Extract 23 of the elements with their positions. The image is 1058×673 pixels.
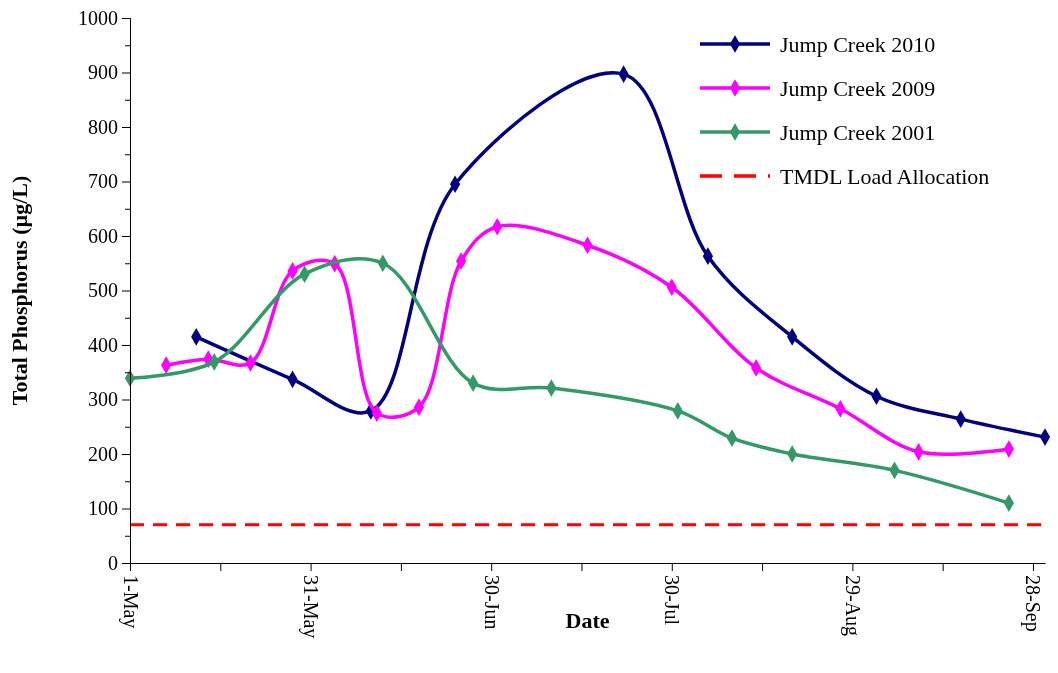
y-tick-label: 800: [88, 115, 118, 138]
x-tick-label: 30-Jun: [480, 575, 503, 630]
x-tick-label: 31-May: [299, 575, 323, 639]
legend-label: Jump Creek 2009: [780, 75, 936, 101]
x-axis-title: Date: [565, 608, 610, 633]
x-tick-label: 29-Aug: [840, 575, 864, 637]
y-tick-label: 700: [88, 170, 118, 193]
legend-label: TMDL Load Allocation: [780, 163, 990, 189]
x-tick-label: 1-May: [118, 575, 142, 629]
y-tick-label: 600: [88, 224, 118, 247]
y-tick-label: 900: [88, 61, 118, 84]
y-tick-label: 0: [108, 551, 118, 574]
x-tick-label: 28-Sep: [1021, 575, 1045, 632]
y-tick-label: 200: [88, 442, 118, 465]
y-tick-label: 1000: [78, 6, 118, 29]
y-tick-label: 500: [88, 279, 118, 302]
x-tick-label: 30-Jul: [661, 575, 684, 626]
y-tick-label: 400: [88, 333, 118, 356]
y-axis-title: Total Phosphorus (µg/L): [7, 175, 32, 406]
legend-label: Jump Creek 2010: [780, 31, 936, 57]
y-tick-label: 300: [88, 388, 118, 411]
legend-label: Jump Creek 2001: [780, 119, 936, 145]
y-tick-label: 100: [88, 497, 118, 520]
